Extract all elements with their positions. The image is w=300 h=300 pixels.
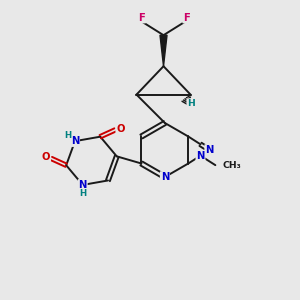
Text: H: H (80, 188, 87, 197)
Text: F: F (183, 13, 190, 22)
Text: N: N (71, 136, 79, 146)
Text: H: H (187, 99, 195, 108)
Text: N: N (161, 172, 169, 182)
Text: F: F (139, 13, 145, 22)
Text: O: O (42, 152, 50, 162)
Text: H: H (64, 131, 71, 140)
Text: N: N (196, 151, 205, 161)
Text: N: N (205, 145, 214, 155)
Polygon shape (160, 35, 167, 66)
Text: CH₃: CH₃ (223, 160, 242, 169)
Text: N: N (79, 180, 87, 190)
Text: O: O (116, 124, 125, 134)
